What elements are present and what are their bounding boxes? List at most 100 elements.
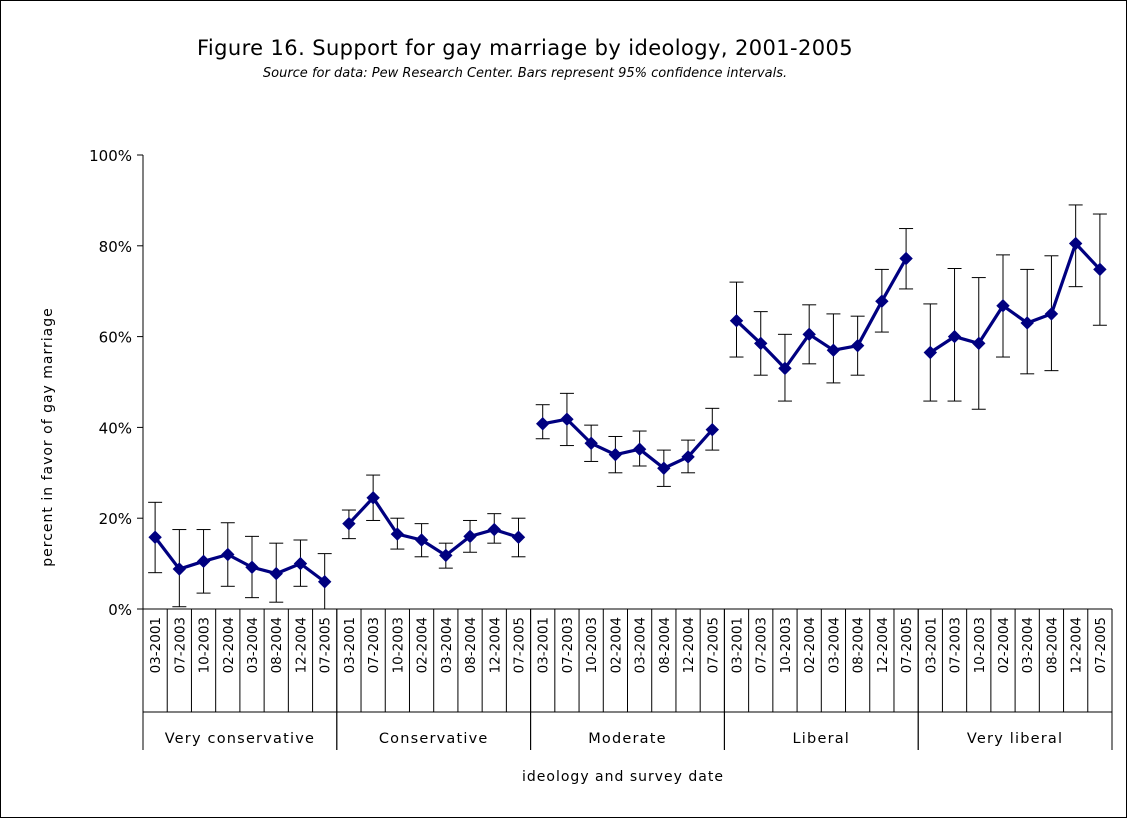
data-point: [632, 442, 647, 456]
date-tick-label: 12-2004: [487, 617, 503, 673]
y-tick-label: 0%: [108, 601, 132, 619]
data-point: [269, 566, 283, 581]
y-tick-label: 20%: [99, 510, 132, 528]
data-point: [245, 560, 259, 574]
date-tick-label: 07-2003: [754, 617, 770, 673]
date-tick-label: 02-2004: [608, 617, 624, 673]
date-tick-label: 03-2001: [730, 617, 746, 673]
data-point: [802, 327, 816, 342]
date-tick-label: 08-2004: [1044, 617, 1060, 673]
date-tick-label: 10-2003: [197, 617, 213, 673]
data-point: [463, 529, 477, 544]
data-point: [729, 314, 744, 328]
group-label: Conservative: [379, 731, 489, 747]
date-tick-label: 08-2004: [851, 617, 867, 673]
data-point: [511, 530, 526, 544]
group-label: Very liberal: [967, 731, 1063, 747]
series-very-conservative: [148, 501, 332, 610]
group-label: Moderate: [588, 731, 667, 747]
data-point: [947, 329, 962, 344]
date-tick-label: 03-2004: [633, 617, 649, 673]
date-tick-label: 07-2005: [899, 617, 915, 673]
y-axis-label: percent in favor of gay marriage: [40, 307, 56, 566]
data-point: [657, 461, 671, 475]
date-tick-label: 10-2003: [584, 617, 600, 673]
chart-title: Figure 16. Support for gay marriage by i…: [196, 36, 854, 60]
group-label: Liberal: [793, 731, 851, 747]
series-liberal: [729, 228, 914, 402]
data-point: [172, 562, 187, 576]
data-point: [705, 422, 719, 437]
y-tick-label: 100%: [89, 147, 132, 165]
data-point: [536, 417, 550, 431]
data-point: [778, 361, 792, 376]
date-tick-label: 07-2003: [172, 617, 188, 673]
data-point: [996, 299, 1010, 313]
data-point: [560, 412, 574, 426]
data-point: [681, 450, 695, 464]
chart-subtitle: Source for data: Pew Research Center. Ba…: [262, 66, 788, 81]
data-point: [1020, 316, 1034, 330]
date-tick-label: 07-2005: [1093, 617, 1109, 673]
data-point: [196, 554, 211, 569]
date-tick-label: 07-2005: [705, 617, 721, 673]
y-tick-label: 40%: [99, 419, 132, 437]
data-point: [972, 336, 986, 351]
series-moderate: [535, 392, 720, 487]
data-point: [1068, 236, 1083, 251]
date-tick-label: 12-2004: [293, 617, 309, 673]
date-tick-label: 12-2004: [875, 617, 891, 673]
date-tick-label: 03-2001: [148, 617, 164, 673]
date-tick-label: 07-2003: [560, 617, 576, 673]
date-tick-label: 07-2003: [948, 617, 964, 673]
data-point: [754, 336, 768, 351]
date-tick-label: 03-2004: [439, 617, 455, 673]
data-point: [390, 527, 405, 541]
data-point: [923, 345, 938, 360]
date-tick-label: 03-2001: [342, 617, 358, 673]
series-very-liberal: [923, 204, 1107, 410]
series-conservative: [341, 474, 526, 569]
data-point: [487, 522, 501, 537]
date-tick-label: 02-2004: [221, 617, 237, 673]
data-point: [414, 533, 429, 547]
series-line: [735, 257, 908, 370]
data-point: [366, 491, 380, 505]
date-tick-label: 07-2005: [318, 617, 334, 673]
date-tick-label: 12-2004: [1069, 617, 1085, 673]
date-tick-label: 10-2003: [778, 617, 794, 673]
date-tick-label: 03-2004: [1020, 617, 1036, 673]
date-tick-label: 07-2003: [366, 617, 382, 673]
data-point: [1044, 307, 1059, 321]
data-point: [148, 530, 162, 544]
date-tick-label: 08-2004: [269, 617, 285, 673]
data-point: [584, 436, 598, 450]
date-tick-label: 03-2001: [536, 617, 552, 673]
date-tick-label: 03-2004: [245, 617, 261, 673]
x-axis-label: ideology and survey date: [522, 769, 724, 785]
data-point: [899, 251, 913, 266]
data-point: [875, 294, 889, 308]
data-point: [342, 516, 356, 531]
date-tick-label: 03-2001: [923, 617, 939, 673]
date-tick-label: 02-2004: [415, 617, 431, 673]
date-tick-label: 08-2004: [657, 617, 673, 673]
date-tick-label: 02-2004: [802, 617, 818, 673]
data-point: [850, 338, 865, 353]
data-point: [221, 547, 235, 562]
data-point: [608, 447, 623, 462]
date-tick-label: 10-2003: [390, 617, 406, 673]
data-point: [317, 575, 332, 589]
date-tick-label: 07-2005: [511, 617, 527, 673]
data-point: [439, 548, 453, 563]
series-layer: [148, 204, 1107, 610]
date-tick-label: 02-2004: [996, 617, 1012, 673]
data-point: [293, 556, 308, 571]
y-tick-label: 60%: [99, 329, 132, 347]
date-tick-label: 03-2004: [826, 617, 842, 673]
date-tick-label: 08-2004: [463, 617, 479, 673]
data-point: [1093, 262, 1107, 277]
axes: 0% 20% 40% 60% 80% 100% 03-2001 07-2003 10-2003 0…: [89, 147, 1113, 750]
